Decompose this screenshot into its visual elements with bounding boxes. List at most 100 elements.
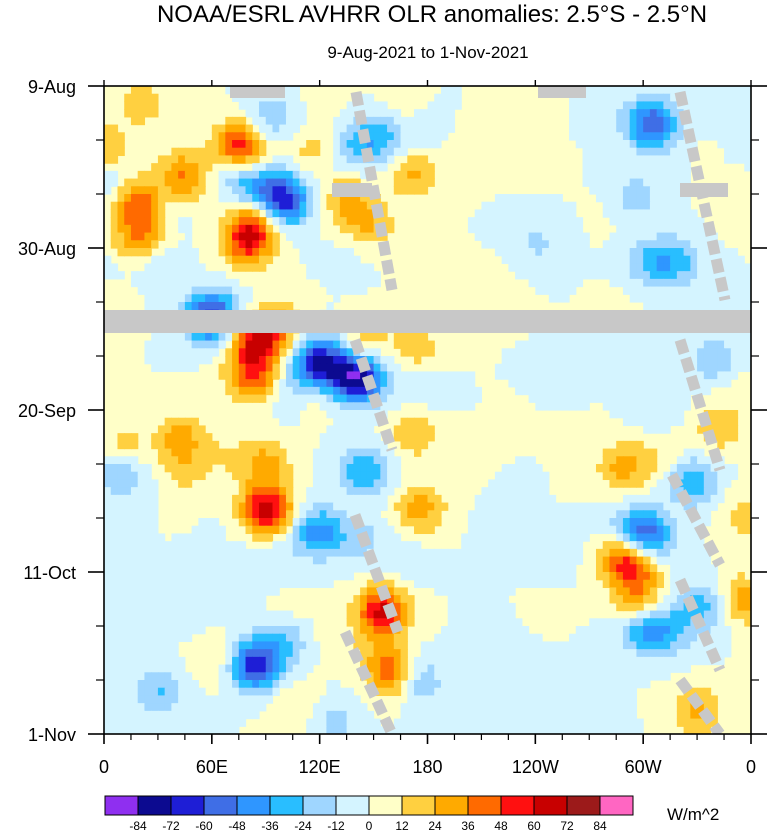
anomaly-cell <box>252 525 260 535</box>
anomaly-cell <box>616 93 624 103</box>
anomaly-cell <box>232 641 240 650</box>
anomaly-cell <box>697 101 705 110</box>
anomaly-cell <box>697 109 705 118</box>
anomaly-cell <box>373 155 381 164</box>
anomaly-cell <box>494 602 503 612</box>
anomaly-cell <box>144 618 152 627</box>
anomaly-cell <box>420 703 429 712</box>
anomaly-cell <box>245 548 253 558</box>
anomaly-cell <box>259 626 267 635</box>
anomaly-cell <box>440 572 449 581</box>
anomaly-cell <box>178 186 186 195</box>
anomaly-cell <box>366 201 375 211</box>
anomaly-cell <box>629 356 638 365</box>
anomaly-cell <box>346 163 354 172</box>
anomaly-cell <box>528 201 536 211</box>
anomaly-cell <box>333 433 341 442</box>
anomaly-cell <box>676 132 685 141</box>
anomaly-cell <box>622 248 631 257</box>
anomaly-cell <box>609 178 617 187</box>
anomaly-cell <box>232 502 240 511</box>
anomaly-cell <box>616 448 624 457</box>
anomaly-cell <box>387 147 395 157</box>
anomaly-cell <box>744 271 751 280</box>
anomaly-cell <box>306 356 314 365</box>
anomaly-cell <box>582 240 590 249</box>
anomaly-cell <box>414 109 422 118</box>
anomaly-cell <box>717 618 725 627</box>
anomaly-cell <box>467 656 476 666</box>
anomaly-cell <box>104 471 112 481</box>
anomaly-cell <box>137 541 146 550</box>
anomaly-cell <box>164 425 172 434</box>
anomaly-cell <box>744 340 751 349</box>
anomaly-cell <box>306 178 314 187</box>
anomaly-cell <box>474 579 483 589</box>
anomaly-cell <box>245 672 253 681</box>
anomaly-cell <box>636 618 644 627</box>
anomaly-cell <box>636 209 644 218</box>
anomaly-cell <box>515 533 523 542</box>
anomaly-cell <box>649 332 658 342</box>
anomaly-cell <box>130 201 139 211</box>
anomaly-cell <box>360 479 368 488</box>
anomaly-cell <box>110 641 119 650</box>
anomaly-cell <box>656 286 664 295</box>
anomaly-cell <box>245 633 253 643</box>
anomaly-cell <box>252 263 260 272</box>
anomaly-cell <box>272 116 280 126</box>
anomaly-cell <box>171 649 179 658</box>
anomaly-cell <box>104 178 112 187</box>
anomaly-cell <box>724 464 732 473</box>
anomaly-cell <box>285 518 294 527</box>
anomaly-cell <box>508 641 516 650</box>
anomaly-cell <box>521 494 530 504</box>
anomaly-cell <box>670 379 678 388</box>
anomaly-cell <box>164 572 172 581</box>
anomaly-cell <box>643 363 651 373</box>
anomaly-cell <box>703 116 712 126</box>
anomaly-cell <box>481 510 489 519</box>
anomaly-cell <box>387 363 395 373</box>
anomaly-cell <box>710 633 718 643</box>
anomaly-cell <box>744 294 751 303</box>
anomaly-cell <box>649 186 658 195</box>
anomaly-cell <box>272 232 280 241</box>
anomaly-cell <box>629 548 638 558</box>
anomaly-cell <box>420 433 429 442</box>
anomaly-cell <box>198 572 206 581</box>
anomaly-cell <box>144 487 152 496</box>
anomaly-cell <box>744 525 751 535</box>
anomaly-cell <box>306 371 314 380</box>
anomaly-cell <box>178 348 186 357</box>
anomaly-cell <box>703 641 712 650</box>
anomaly-cell <box>151 494 159 504</box>
anomaly-cell <box>211 140 220 149</box>
anomaly-cell <box>279 394 287 403</box>
anomaly-cell <box>461 710 469 720</box>
anomaly-cell <box>542 710 550 720</box>
anomaly-cell <box>555 356 563 365</box>
anomaly-cell <box>737 109 745 118</box>
anomaly-cell <box>252 379 260 388</box>
anomaly-cell <box>744 263 751 272</box>
anomaly-cell <box>629 255 638 265</box>
anomaly-cell <box>366 209 375 218</box>
anomaly-cell <box>252 440 260 450</box>
anomaly-cell <box>454 595 462 604</box>
anomaly-cell <box>238 602 247 612</box>
anomaly-cell <box>245 695 253 704</box>
anomaly-cell <box>232 240 240 249</box>
anomaly-cell <box>184 471 193 481</box>
anomaly-cell <box>353 602 361 612</box>
anomaly-cell <box>339 124 348 133</box>
anomaly-cell <box>272 610 280 619</box>
anomaly-cell <box>548 541 557 550</box>
anomaly-cell <box>602 132 611 141</box>
anomaly-cell <box>272 487 280 496</box>
anomaly-cell <box>117 232 125 241</box>
anomaly-cell <box>265 170 274 180</box>
anomaly-cell <box>245 124 253 133</box>
anomaly-cell <box>609 656 617 666</box>
anomaly-cell <box>117 649 125 658</box>
